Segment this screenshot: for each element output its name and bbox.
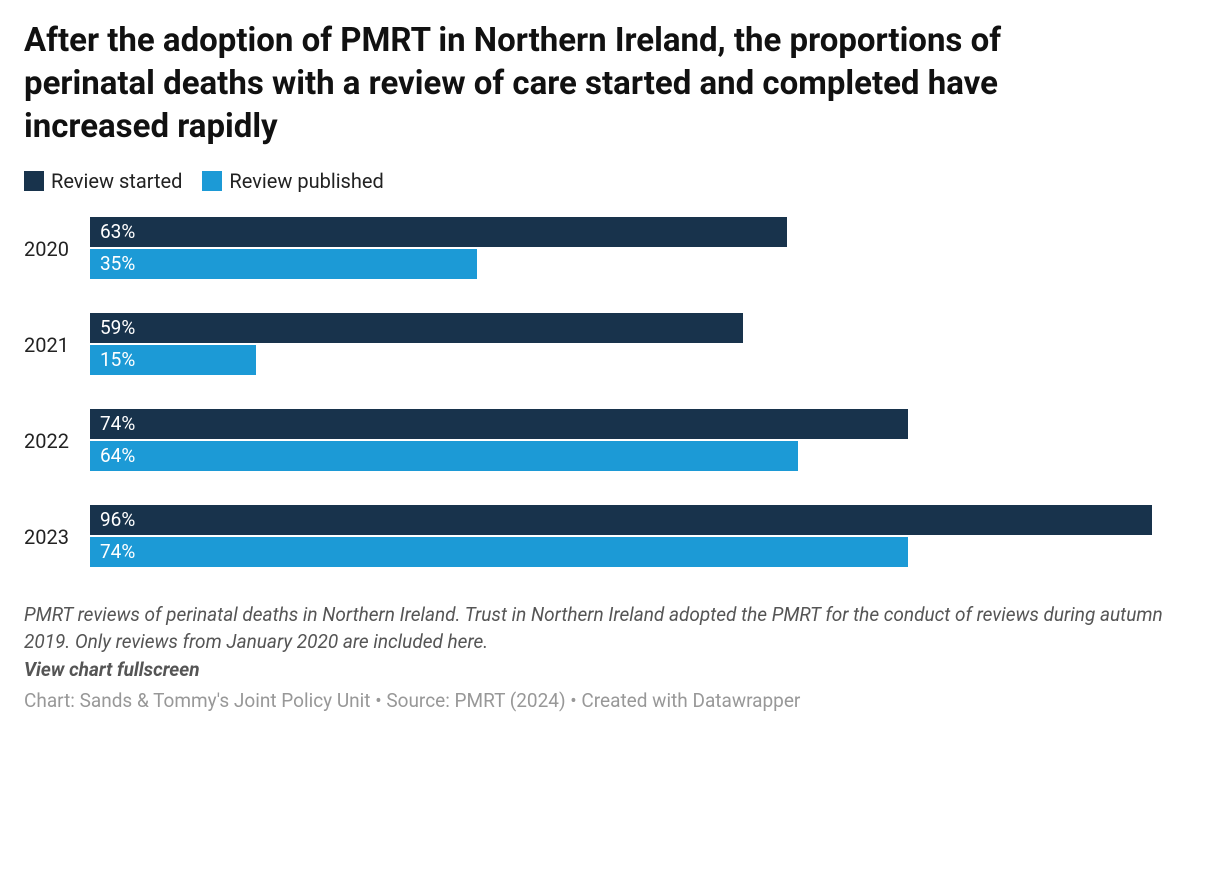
- legend-swatch: [202, 171, 222, 191]
- year-label: 2021: [24, 333, 90, 357]
- bar: 59%: [90, 313, 743, 343]
- bar-row: 64%: [90, 441, 1196, 471]
- bar-group: 202274%64%: [24, 409, 1196, 473]
- bar-group: 202159%15%: [24, 313, 1196, 377]
- bar: 74%: [90, 537, 908, 567]
- bar-chart: 202063%35%202159%15%202274%64%202396%74%: [24, 217, 1196, 569]
- year-label: 2022: [24, 429, 90, 453]
- chart-title: After the adoption of PMRT in Northern I…: [24, 20, 1084, 149]
- bar-row: 15%: [90, 345, 1196, 375]
- bar-row: 63%: [90, 217, 1196, 247]
- chart-credits: Chart: Sands & Tommy's Joint Policy Unit…: [24, 689, 1196, 712]
- bar-row: 35%: [90, 249, 1196, 279]
- bar: 15%: [90, 345, 256, 375]
- view-fullscreen-link[interactable]: View chart fullscreen: [24, 658, 1196, 681]
- bar-group: 202063%35%: [24, 217, 1196, 281]
- bar: 74%: [90, 409, 908, 439]
- legend-swatch: [24, 171, 44, 191]
- bars-wrap: 59%15%: [90, 313, 1196, 377]
- bars-wrap: 63%35%: [90, 217, 1196, 281]
- year-label: 2023: [24, 525, 90, 549]
- legend-label: Review started: [51, 169, 182, 193]
- bar-value-label: 15%: [90, 348, 135, 371]
- legend-item-review-started: Review started: [24, 169, 182, 193]
- bar-row: 74%: [90, 537, 1196, 567]
- bar-row: 74%: [90, 409, 1196, 439]
- bar-value-label: 74%: [90, 540, 135, 563]
- bar-row: 59%: [90, 313, 1196, 343]
- year-label: 2020: [24, 237, 90, 261]
- legend-label: Review published: [229, 169, 383, 193]
- bar-value-label: 59%: [90, 316, 135, 339]
- bar: 63%: [90, 217, 787, 247]
- bar-group: 202396%74%: [24, 505, 1196, 569]
- bars-wrap: 74%64%: [90, 409, 1196, 473]
- bar: 96%: [90, 505, 1152, 535]
- bar: 64%: [90, 441, 798, 471]
- bar-value-label: 35%: [90, 252, 135, 275]
- legend-item-review-published: Review published: [202, 169, 383, 193]
- bar-value-label: 64%: [90, 444, 135, 467]
- bars-wrap: 96%74%: [90, 505, 1196, 569]
- bar-value-label: 74%: [90, 412, 135, 435]
- bar-value-label: 63%: [90, 220, 135, 243]
- bar: 35%: [90, 249, 477, 279]
- bar-value-label: 96%: [90, 508, 135, 531]
- chart-notes: PMRT reviews of perinatal deaths in Nort…: [24, 601, 1164, 656]
- legend: Review started Review published: [24, 169, 1196, 193]
- bar-row: 96%: [90, 505, 1196, 535]
